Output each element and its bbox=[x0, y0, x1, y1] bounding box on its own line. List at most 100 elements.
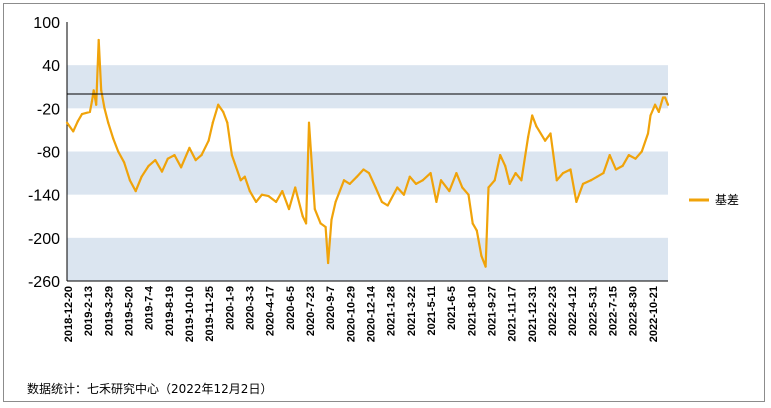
data-point bbox=[561, 171, 565, 175]
band-0 bbox=[67, 65, 668, 109]
data-point bbox=[304, 222, 308, 225]
x-tick-label: 2022-10-21 bbox=[648, 286, 660, 342]
data-point bbox=[484, 265, 487, 268]
x-tick-label: 2019-8-19 bbox=[164, 286, 176, 336]
x-tick-label: 2019-2-13 bbox=[83, 286, 95, 336]
x-tick-label: 2019-7-4 bbox=[144, 285, 156, 330]
x-tick-label: 2022-4-12 bbox=[567, 286, 579, 336]
x-tick-label: 2020-10-29 bbox=[345, 286, 357, 342]
data-point bbox=[589, 179, 593, 182]
x-tick-label: 2019-10-10 bbox=[184, 286, 196, 342]
x-tick-label: 2021-9-27 bbox=[487, 286, 499, 336]
data-point bbox=[112, 137, 115, 140]
data-point bbox=[362, 168, 365, 171]
data-point bbox=[653, 103, 657, 106]
data-point bbox=[319, 222, 322, 225]
data-point bbox=[95, 103, 98, 106]
x-tick-label: 2019-3-29 bbox=[103, 286, 115, 336]
data-point bbox=[499, 153, 502, 157]
data-point bbox=[414, 182, 418, 185]
data-point bbox=[248, 189, 251, 193]
data-point bbox=[467, 193, 470, 196]
x-tick-label: 2021-12-31 bbox=[527, 286, 539, 342]
data-point bbox=[72, 130, 75, 133]
data-point bbox=[493, 179, 496, 182]
data-point bbox=[661, 96, 665, 99]
data-point bbox=[188, 146, 191, 150]
data-point bbox=[596, 175, 599, 178]
data-point bbox=[602, 171, 605, 175]
data-point bbox=[200, 153, 203, 157]
x-tick-label: 2019-11-25 bbox=[204, 286, 216, 342]
data-point bbox=[448, 189, 451, 193]
x-tick-label: 2021-5-11 bbox=[426, 286, 438, 336]
data-point bbox=[649, 114, 652, 117]
y-tick-label: 100 bbox=[33, 15, 60, 32]
data-point bbox=[627, 153, 630, 157]
x-tick-label: 2020-3-3 bbox=[245, 286, 257, 330]
y-tick-label: 40 bbox=[42, 58, 60, 75]
y-tick-label: -140 bbox=[28, 188, 60, 205]
data-point bbox=[475, 229, 478, 232]
data-point bbox=[435, 200, 438, 203]
data-point bbox=[374, 186, 377, 189]
x-tick-label: 2022-2-23 bbox=[547, 286, 559, 336]
x-tick-label: 2020-12-14 bbox=[366, 285, 378, 342]
data-point bbox=[76, 120, 79, 123]
data-point bbox=[160, 170, 164, 173]
data-point bbox=[634, 157, 637, 160]
data-point bbox=[122, 161, 126, 164]
data-point bbox=[614, 168, 618, 171]
data-point bbox=[439, 179, 443, 182]
x-tick-label: 2022-7-15 bbox=[608, 286, 620, 336]
data-point bbox=[455, 171, 458, 175]
data-point bbox=[274, 200, 278, 203]
x-tick-label: 2019-5-20 bbox=[124, 286, 136, 336]
data-point bbox=[147, 164, 150, 167]
data-point bbox=[230, 153, 234, 157]
data-point bbox=[281, 189, 284, 193]
data-point bbox=[254, 200, 258, 203]
data-point bbox=[408, 175, 411, 178]
data-point bbox=[330, 218, 333, 221]
data-point bbox=[386, 204, 389, 207]
y-axis: 100 40 -20 -80 -140 -200 -260 bbox=[28, 15, 68, 291]
data-point bbox=[480, 254, 483, 257]
data-point bbox=[504, 164, 507, 167]
x-tick-label: 2020-1-9 bbox=[224, 286, 236, 330]
data-point bbox=[117, 150, 120, 153]
data-point bbox=[334, 200, 337, 203]
data-point bbox=[487, 186, 490, 189]
data-point bbox=[194, 159, 197, 162]
x-tick-label: 2018-12-20 bbox=[63, 286, 75, 342]
data-point bbox=[544, 139, 547, 142]
data-point bbox=[239, 179, 242, 182]
data-point bbox=[324, 225, 327, 229]
data-point bbox=[657, 110, 660, 114]
data-point bbox=[140, 175, 143, 178]
data-point bbox=[380, 200, 383, 203]
data-point bbox=[222, 110, 225, 114]
x-tick-label: 2022-8-30 bbox=[628, 286, 640, 336]
data-point bbox=[402, 193, 406, 196]
x-tick-label: 2021-8-10 bbox=[466, 286, 478, 336]
data-point bbox=[154, 159, 157, 162]
data-point bbox=[526, 136, 530, 139]
data-point bbox=[429, 171, 432, 175]
data-point bbox=[226, 121, 229, 124]
data-point bbox=[367, 171, 371, 175]
y-tick-label: -200 bbox=[28, 231, 60, 248]
data-point bbox=[217, 103, 220, 106]
data-point bbox=[531, 114, 534, 117]
data-point bbox=[173, 153, 176, 157]
y-tick-label: -20 bbox=[37, 101, 60, 118]
data-point bbox=[107, 121, 110, 124]
x-tick-label: 2020-9-7 bbox=[325, 286, 337, 330]
data-point bbox=[134, 189, 137, 193]
data-point bbox=[535, 125, 538, 128]
chart-frame: 100 40 -20 -80 -140 -200 -260 2018-12-20 2019-2… bbox=[3, 3, 765, 402]
data-point bbox=[646, 132, 650, 135]
series-layer bbox=[65, 38, 670, 268]
data-point bbox=[421, 179, 424, 182]
data-point bbox=[180, 166, 183, 169]
